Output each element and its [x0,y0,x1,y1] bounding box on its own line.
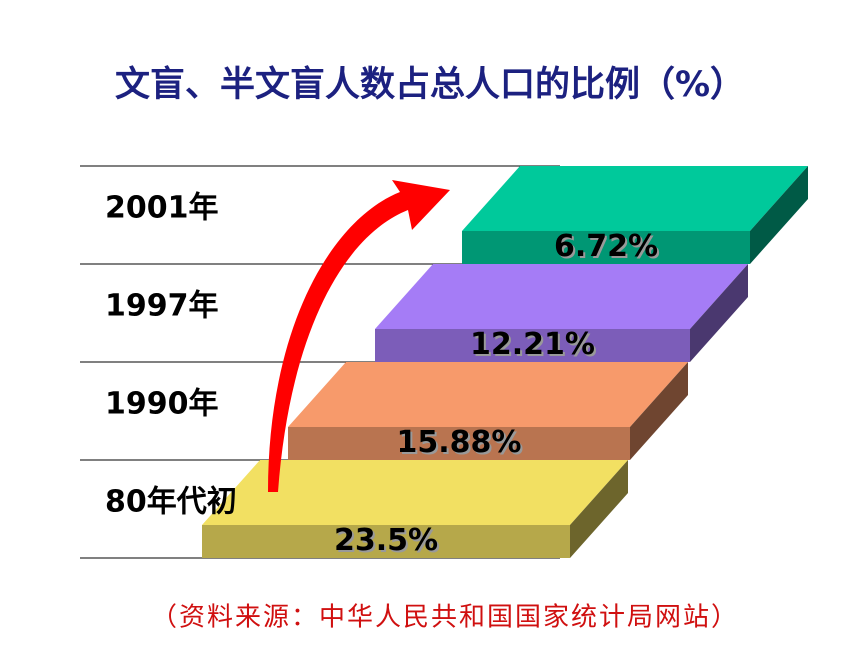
bar-top [462,166,808,231]
bar-top [202,460,628,525]
bar [202,525,570,558]
value-label-shadow: 23.5% [336,525,440,560]
labels: 23.5%23.5%80年代初15.88%15.88%1990年12.21%12… [105,191,660,561]
bar-side [630,362,688,460]
bars [202,166,808,558]
chart-title: 文盲、半文盲人数占总人口的比例（%） [115,64,745,105]
bar [288,427,630,460]
bar [462,231,750,264]
bar-top [288,362,688,427]
value-label-shadow: 6.72% [556,231,660,266]
bar-top [375,264,748,329]
value-label: 12.21% [470,327,595,362]
category-label: 1997年 [105,289,219,324]
trend-arrow [268,180,450,492]
value-label: 23.5% [334,523,438,558]
value-label-shadow: 12.21% [472,329,597,364]
source-note: （资料来源：中华人民共和国国家统计局网站） [151,603,739,633]
category-label: 2001年 [105,191,219,226]
value-label: 6.72% [554,229,658,264]
value-label: 15.88% [397,425,522,460]
bar-side [690,264,748,362]
bar-side [750,166,808,264]
category-label: 80年代初 [105,485,237,520]
bar-side [570,460,628,558]
category-label: 1990年 [105,387,219,422]
value-label-shadow: 15.88% [399,427,524,462]
bar [375,329,690,362]
